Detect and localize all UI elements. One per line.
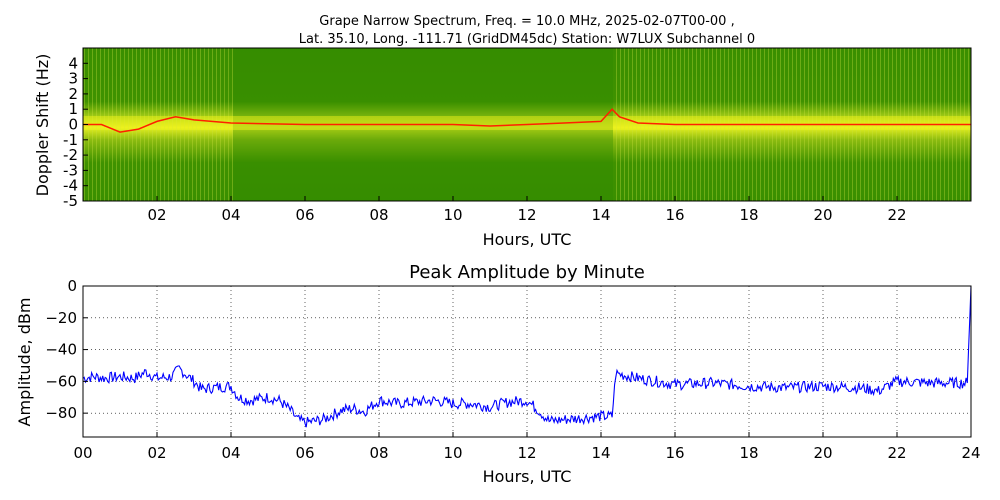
amplitude-y-tick-label: −40	[45, 341, 77, 359]
amplitude-line	[83, 286, 971, 428]
spectrum-y-tick-label: -5	[63, 192, 78, 210]
spectrum-y-tick-label: 3	[68, 70, 78, 88]
amplitude-y-tick-label: 0	[67, 277, 77, 295]
spectrum-x-label: Hours, UTC	[483, 230, 572, 249]
spectrum-x-tick-label: 08	[369, 206, 388, 224]
amplitude-x-tick-label: 22	[887, 444, 906, 462]
amplitude-x-tick-label: 02	[147, 444, 166, 462]
spectrum-y-tick-label: 2	[68, 85, 78, 103]
amplitude-x-tick-label: 20	[813, 444, 832, 462]
spectrum-x-tick-label: 04	[221, 206, 240, 224]
amplitude-x-tick-label: 06	[295, 444, 314, 462]
amplitude-x-tick-label: 16	[665, 444, 684, 462]
spectrum-y-tick-label: -1	[63, 131, 78, 149]
spectrum-title-line1: Grape Narrow Spectrum, Freq. = 10.0 MHz,…	[319, 14, 734, 29]
amplitude-y-label: Amplitude, dBm	[15, 298, 34, 427]
spectrum-y-tick-label: -2	[63, 146, 78, 164]
heatmap-bright-band	[83, 116, 971, 130]
spectrum-y-tick-label: 1	[68, 100, 78, 118]
amplitude-x-tick-label: 04	[221, 444, 240, 462]
spectrum-x-tick-label: 14	[591, 206, 610, 224]
amplitude-series	[83, 286, 971, 428]
amplitude-x-ticks: 00 02 04 06 08 10 12 14 16 18 20 22 24	[73, 432, 981, 462]
amplitude-x-tick-label: 12	[517, 444, 536, 462]
spectrum-x-tick-label: 16	[665, 206, 684, 224]
spectrum-x-tick-label: 20	[813, 206, 832, 224]
amplitude-x-tick-label: 18	[739, 444, 758, 462]
spectrum-title-line2: Lat. 35.10, Long. -111.71 (GridDM45dc) S…	[299, 32, 755, 47]
spectrum-y-tick-label: -4	[63, 177, 78, 195]
amplitude-y-ticks: 0 −20 −40 −60 −80	[45, 277, 88, 422]
spectrum-y-tick-label: 4	[68, 54, 78, 72]
amplitude-x-tick-label: 10	[443, 444, 462, 462]
spectrum-x-tick-label: 02	[147, 206, 166, 224]
amplitude-x-tick-label: 14	[591, 444, 610, 462]
peak-trace-line	[83, 108, 971, 133]
heatmap-texture-early	[83, 48, 233, 201]
spectrum-x-ticks: 02 04 06 08 10 12 14 16 18 20 22	[147, 196, 907, 224]
amplitude-plot-area	[83, 286, 971, 437]
spectrum-x-tick-label: 10	[443, 206, 462, 224]
peak-trace	[83, 108, 971, 133]
amplitude-y-tick-label: −80	[45, 404, 77, 422]
amplitude-x-tick-label: 00	[73, 444, 92, 462]
amplitude-x-tick-label: 24	[961, 444, 980, 462]
spectrum-x-tick-label: 12	[517, 206, 536, 224]
spectrum-x-tick-label: 18	[739, 206, 758, 224]
amplitude-y-tick-label: −60	[45, 372, 77, 390]
spectrum-y-tick-label: 0	[68, 116, 78, 134]
amplitude-x-tick-label: 08	[369, 444, 388, 462]
amplitude-y-tick-label: −20	[45, 309, 77, 327]
spectrum-x-tick-label: 22	[887, 206, 906, 224]
amplitude-x-label: Hours, UTC	[483, 467, 572, 486]
spectrum-y-tick-label: -3	[63, 161, 78, 179]
amplitude-title: Peak Amplitude by Minute	[409, 262, 645, 283]
amplitude-grid	[83, 286, 971, 437]
spectrum-y-label: Doppler Shift (Hz)	[33, 54, 52, 197]
spectrum-x-tick-label: 06	[295, 206, 314, 224]
